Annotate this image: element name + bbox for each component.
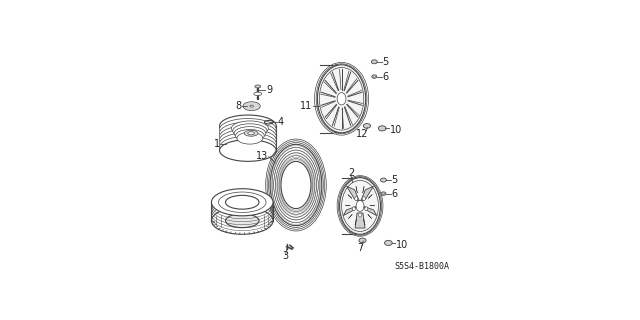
Ellipse shape	[248, 132, 255, 135]
Polygon shape	[347, 186, 360, 201]
Text: 4: 4	[278, 117, 284, 127]
Ellipse shape	[352, 178, 359, 234]
Ellipse shape	[243, 102, 260, 111]
Text: 10: 10	[396, 240, 408, 250]
Polygon shape	[361, 186, 373, 201]
Ellipse shape	[225, 214, 259, 228]
Ellipse shape	[381, 192, 386, 195]
Ellipse shape	[365, 207, 368, 211]
Ellipse shape	[220, 118, 276, 140]
Text: 6: 6	[391, 188, 397, 199]
Polygon shape	[355, 213, 365, 228]
Ellipse shape	[359, 238, 366, 243]
Polygon shape	[368, 214, 372, 219]
Ellipse shape	[220, 115, 276, 137]
Polygon shape	[363, 186, 364, 193]
Ellipse shape	[317, 65, 365, 133]
Ellipse shape	[250, 105, 253, 107]
Ellipse shape	[378, 126, 386, 131]
Text: 2: 2	[348, 168, 355, 178]
Polygon shape	[348, 214, 352, 219]
Ellipse shape	[232, 121, 268, 136]
Ellipse shape	[220, 122, 276, 144]
Ellipse shape	[337, 92, 346, 105]
Ellipse shape	[233, 124, 267, 138]
Ellipse shape	[362, 197, 365, 201]
Ellipse shape	[237, 132, 263, 144]
Ellipse shape	[356, 201, 364, 212]
Text: 9: 9	[266, 85, 272, 95]
Polygon shape	[364, 206, 377, 216]
Ellipse shape	[220, 132, 276, 154]
Ellipse shape	[244, 130, 258, 136]
Polygon shape	[356, 186, 357, 193]
Polygon shape	[368, 195, 372, 198]
Text: 13: 13	[255, 151, 268, 161]
Ellipse shape	[220, 129, 276, 151]
Ellipse shape	[358, 213, 362, 217]
Ellipse shape	[255, 85, 260, 88]
Ellipse shape	[220, 125, 276, 147]
Ellipse shape	[234, 127, 266, 140]
Text: 3: 3	[282, 251, 288, 261]
Text: 10: 10	[390, 125, 402, 135]
Ellipse shape	[236, 130, 264, 142]
Ellipse shape	[211, 207, 273, 234]
Ellipse shape	[373, 76, 376, 77]
Text: 8: 8	[235, 101, 241, 111]
Polygon shape	[348, 195, 352, 198]
Text: 6: 6	[382, 72, 388, 82]
Ellipse shape	[353, 207, 355, 211]
Ellipse shape	[225, 195, 259, 209]
Ellipse shape	[254, 92, 262, 96]
Ellipse shape	[385, 240, 392, 245]
Ellipse shape	[381, 178, 387, 182]
Polygon shape	[343, 206, 356, 216]
Ellipse shape	[211, 189, 273, 216]
Text: 5: 5	[382, 57, 388, 67]
Ellipse shape	[355, 197, 358, 201]
Ellipse shape	[220, 136, 276, 158]
Ellipse shape	[281, 161, 311, 209]
Text: 1: 1	[214, 139, 220, 149]
Ellipse shape	[220, 140, 276, 161]
Ellipse shape	[382, 193, 385, 194]
Ellipse shape	[364, 124, 371, 128]
Text: 5: 5	[391, 175, 397, 185]
Ellipse shape	[340, 178, 381, 234]
Ellipse shape	[332, 65, 341, 133]
Ellipse shape	[371, 60, 378, 64]
Text: 7: 7	[357, 243, 363, 253]
Text: 11: 11	[300, 101, 312, 111]
Polygon shape	[355, 219, 356, 225]
Polygon shape	[364, 219, 365, 225]
Ellipse shape	[372, 75, 377, 78]
Text: S5S4-B1800A: S5S4-B1800A	[394, 262, 449, 271]
Text: 12: 12	[356, 129, 369, 139]
